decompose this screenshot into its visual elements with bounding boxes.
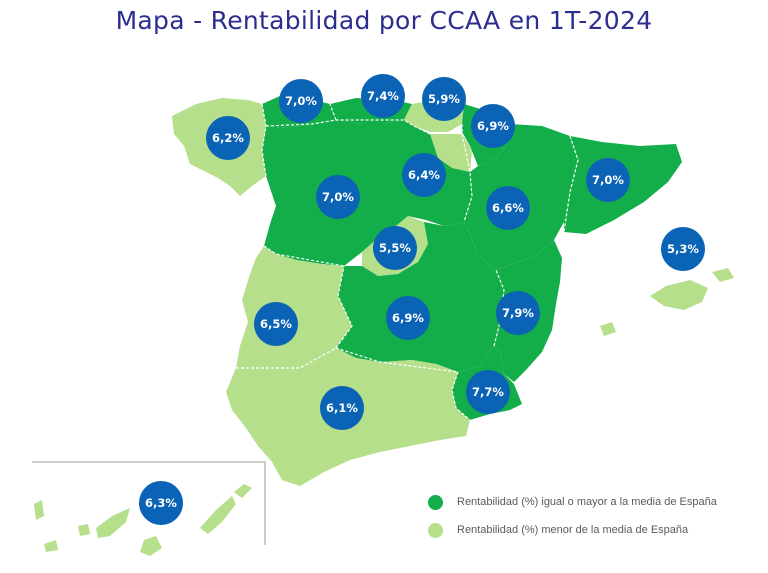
island-tenerife <box>96 508 130 538</box>
legend-item-below: Rentabilidad (%) menor de la media de Es… <box>428 522 717 538</box>
badge-circle <box>496 291 540 335</box>
badge-circle <box>254 302 298 346</box>
badge-circle <box>466 370 510 414</box>
badge-circle <box>486 186 530 230</box>
region-baleares-menorca[interactable] <box>712 268 734 282</box>
region-borders <box>236 103 579 421</box>
badge-3: 6,2% <box>206 116 250 160</box>
badge-label: 7,7% <box>472 385 504 399</box>
badge-circle <box>279 79 323 123</box>
badge-label: 6,9% <box>477 119 509 133</box>
badge-label: 5,9% <box>428 92 460 106</box>
badge-14: 7,7% <box>466 370 510 414</box>
region-baleares-mallorca[interactable] <box>650 280 708 310</box>
region-castilla-la-mancha[interactable] <box>336 222 504 372</box>
badge-5: 6,4% <box>402 153 446 197</box>
badge-label: 6,5% <box>260 317 292 331</box>
badge-circle <box>471 104 515 148</box>
badge-label: 6,4% <box>408 168 440 182</box>
legend-label-above: Rentabilidad (%) igual o mayor a la medi… <box>457 496 717 508</box>
badge-9: 5,3% <box>661 227 705 271</box>
badge-circle <box>139 481 183 525</box>
canary-islands[interactable] <box>34 484 252 556</box>
canary-islands-frame <box>32 461 266 545</box>
badge-circle <box>402 153 446 197</box>
badge-1: 7,4% <box>361 74 405 118</box>
badge-label: 7,0% <box>592 173 624 187</box>
badge-label: 7,4% <box>367 89 399 103</box>
badge-label: 6,1% <box>326 401 358 415</box>
legend: Rentabilidad (%) igual o mayor a la medi… <box>428 494 717 550</box>
badge-label: 6,6% <box>492 201 524 215</box>
badge-circle <box>206 116 250 160</box>
legend-swatch-below <box>428 522 443 538</box>
island-gran-canaria <box>140 536 162 556</box>
island-fuerteventura <box>200 496 236 534</box>
badge-12: 6,9% <box>386 296 430 340</box>
badge-11: 6,5% <box>254 302 298 346</box>
region-baleares-ibiza[interactable] <box>600 322 616 336</box>
badge-circle <box>373 226 417 270</box>
map-title: Mapa - Rentabilidad por CCAA en 1T-2024 <box>115 6 653 35</box>
badge-10: 5,5% <box>373 226 417 270</box>
badge-circle <box>422 77 466 121</box>
legend-swatch-above <box>428 494 443 510</box>
badge-label: 7,0% <box>285 94 317 108</box>
badge-circle <box>316 175 360 219</box>
badge-label: 6,3% <box>145 496 177 510</box>
badge-7: 7,0% <box>586 158 630 202</box>
badge-circle <box>586 158 630 202</box>
badge-label: 6,9% <box>392 311 424 325</box>
legend-item-above: Rentabilidad (%) igual o mayor a la medi… <box>428 494 717 510</box>
badge-16: 6,3% <box>139 481 183 525</box>
badge-circle <box>386 296 430 340</box>
badge-2: 5,9% <box>422 77 466 121</box>
badge-circle <box>661 227 705 271</box>
region-la-rioja[interactable] <box>430 134 472 172</box>
island-el-hierro <box>44 540 58 552</box>
badge-label: 5,5% <box>379 241 411 255</box>
badge-circle <box>361 74 405 118</box>
badge-circle <box>320 386 364 430</box>
badge-6: 7,0% <box>316 175 360 219</box>
badge-label: 5,3% <box>667 242 699 256</box>
rentabilidad-badges: 7,0% 7,4% 5,9% 6,2% 6,9% 6,4% 7,0% 7,0% 6,6% 5,3%… <box>139 74 705 525</box>
legend-label-below: Rentabilidad (%) menor de la media de Es… <box>457 524 689 536</box>
island-lanzarote <box>234 484 252 498</box>
badge-label: 6,2% <box>212 131 244 145</box>
badge-15: 6,1% <box>320 386 364 430</box>
badge-0: 7,0% <box>279 79 323 123</box>
badge-4: 6,9% <box>471 104 515 148</box>
badge-8: 6,6% <box>486 186 530 230</box>
island-la-palma <box>34 500 44 520</box>
badge-label: 7,9% <box>502 306 534 320</box>
badge-label: 7,0% <box>322 190 354 204</box>
island-la-gomera <box>78 524 90 536</box>
badge-13: 7,9% <box>496 291 540 335</box>
